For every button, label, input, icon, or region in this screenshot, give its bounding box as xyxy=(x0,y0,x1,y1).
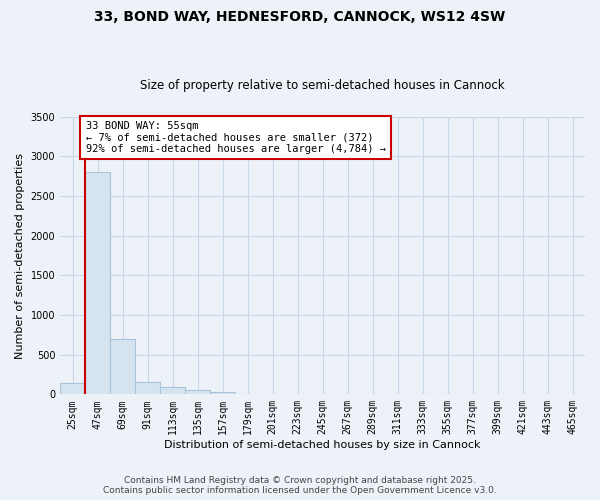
Bar xyxy=(185,390,210,394)
X-axis label: Distribution of semi-detached houses by size in Cannock: Distribution of semi-detached houses by … xyxy=(164,440,481,450)
Bar xyxy=(210,392,235,394)
Bar xyxy=(110,339,135,394)
Bar xyxy=(85,172,110,394)
Y-axis label: Number of semi-detached properties: Number of semi-detached properties xyxy=(15,152,25,358)
Text: 33 BOND WAY: 55sqm
← 7% of semi-detached houses are smaller (372)
92% of semi-de: 33 BOND WAY: 55sqm ← 7% of semi-detached… xyxy=(86,120,386,154)
Text: Contains HM Land Registry data © Crown copyright and database right 2025.
Contai: Contains HM Land Registry data © Crown c… xyxy=(103,476,497,495)
Text: 33, BOND WAY, HEDNESFORD, CANNOCK, WS12 4SW: 33, BOND WAY, HEDNESFORD, CANNOCK, WS12 … xyxy=(94,10,506,24)
Title: Size of property relative to semi-detached houses in Cannock: Size of property relative to semi-detach… xyxy=(140,79,505,92)
Bar xyxy=(60,383,85,394)
Bar xyxy=(160,387,185,394)
Bar xyxy=(135,382,160,394)
